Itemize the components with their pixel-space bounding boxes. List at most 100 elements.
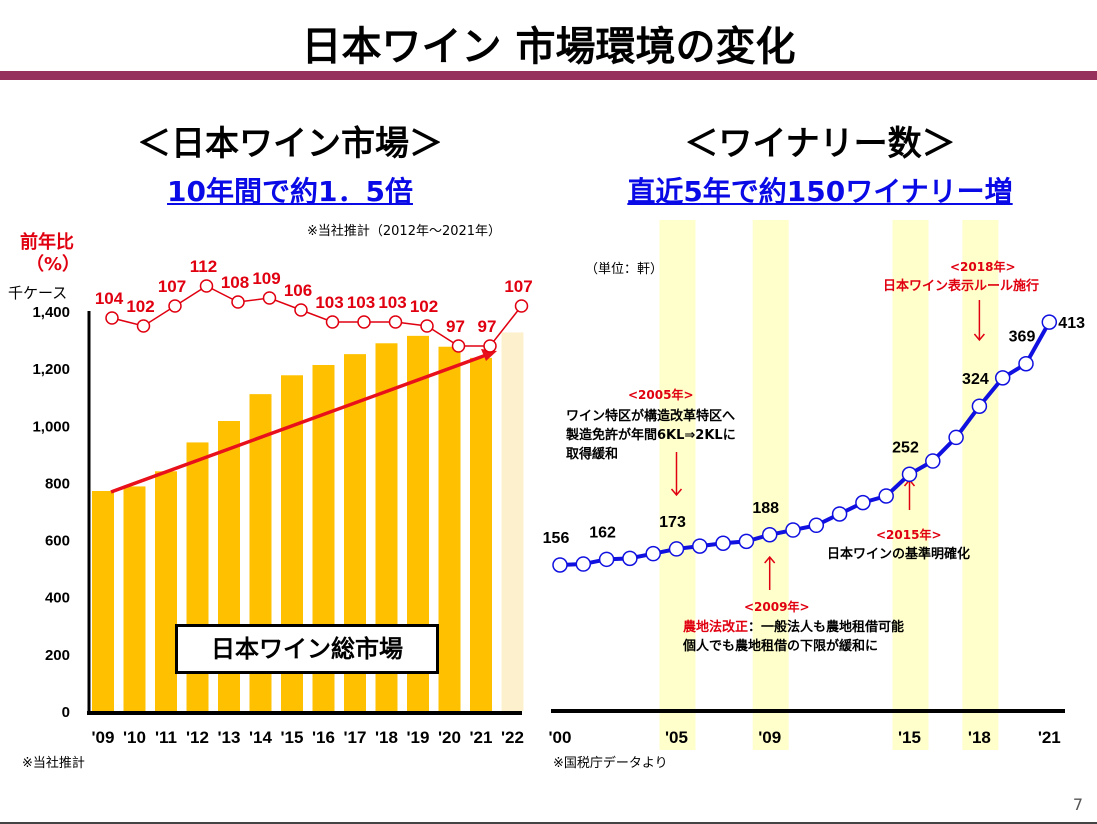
- yoy-data-label: 97: [478, 317, 497, 336]
- yoy-point: [388, 315, 403, 329]
- winery-point: [1041, 314, 1058, 330]
- yoy-data-label: 104: [95, 289, 124, 308]
- x-tick-label: '10: [123, 728, 146, 747]
- winery-point: [808, 517, 825, 534]
- highlight-band: [962, 220, 999, 750]
- market-bar: [123, 486, 146, 711]
- winery-data-label: 188: [752, 500, 779, 517]
- x-tick-label: '15: [898, 728, 921, 747]
- y-tick-label: 0: [62, 704, 70, 721]
- x-tick-label: '09: [758, 728, 781, 747]
- x-tick-label: '05: [665, 728, 688, 747]
- yoy-point: [325, 315, 340, 329]
- annotation-arrow-head: [670, 488, 683, 497]
- winery-point: [948, 429, 964, 446]
- x-tick-label: '09: [92, 728, 115, 747]
- page-number: 7: [1072, 795, 1083, 814]
- left-heading: ＜日本ワイン市場＞: [137, 124, 443, 164]
- winery-data-label: 173: [659, 514, 686, 531]
- annotation-2015-year: <2015年>: [876, 528, 942, 542]
- winery-point: [761, 527, 778, 543]
- page-title: 日本ワイン 市場環境の変化: [301, 24, 796, 70]
- y-tick-label: 1,000: [32, 418, 70, 435]
- yoy-point: [168, 299, 182, 313]
- y-tick-label: 400: [45, 590, 70, 607]
- yoy-point: [262, 291, 277, 305]
- x-tick-label: '11: [155, 728, 177, 747]
- winery-point: [901, 466, 918, 483]
- x-tick-label: '16: [312, 728, 335, 747]
- market-bar: [407, 335, 429, 711]
- x-tick-label: '14: [249, 728, 272, 747]
- yoy-data-label: 108: [221, 273, 249, 292]
- left-unit-label: 千ケース: [8, 284, 68, 302]
- winery-data-label: 413: [1058, 315, 1085, 332]
- x-tick-label: '19: [407, 728, 430, 747]
- winery-point: [622, 550, 638, 567]
- annotation-2005-line1: ワイン特区が構造改革特区へ: [566, 409, 736, 424]
- winery-point: [925, 453, 941, 469]
- yoy-data-label: 103: [347, 293, 375, 312]
- yoy-point: [483, 339, 497, 353]
- highlight-band: [659, 220, 696, 750]
- annotation-2015-line1: 日本ワインの基準明確化: [827, 547, 971, 562]
- yoy-point: [105, 311, 119, 325]
- right-heading: ＜ワイナリー数＞: [684, 124, 956, 164]
- market-bar: [501, 332, 524, 711]
- footer-rule: [0, 822, 1097, 824]
- market-box-label: 日本ワイン総市場: [175, 624, 439, 674]
- annotation-2018-year: <2018年>: [950, 260, 1016, 274]
- annotation-2009-year: <2009年>: [744, 600, 810, 614]
- y-tick-label: 1,400: [32, 304, 70, 321]
- x-tick-label: '13: [218, 728, 241, 747]
- yoy-data-label: 107: [504, 277, 532, 296]
- annotation-arrow-head: [973, 333, 985, 342]
- x-tick-label: '15: [281, 728, 304, 747]
- highlight-band: [752, 220, 789, 750]
- x-tick-label: '17: [344, 728, 367, 747]
- winery-data-label: 324: [962, 371, 989, 388]
- winery-data-label: 156: [543, 530, 570, 547]
- left-subheading: 10年間で約1．5倍: [167, 175, 413, 208]
- winery-point: [855, 494, 871, 511]
- winery-chart: '00 '05 '09 '15 '18 '21 156 162 173 188 252 324 369 4…: [543, 220, 1085, 750]
- market-bar: [438, 346, 461, 711]
- x-tick-label: '12: [186, 728, 209, 747]
- winery-point: [598, 551, 615, 568]
- winery-point: [878, 488, 894, 504]
- x-tick-label: '22: [501, 728, 524, 747]
- x-tick-label: '18: [968, 728, 991, 747]
- annotation-2009-bold: 農地法改正: [683, 620, 749, 635]
- yoy-point: [514, 299, 529, 313]
- annotation-2005-line3: 取得緩和: [566, 447, 619, 462]
- market-bar: [155, 471, 177, 711]
- winery-data-label: 252: [892, 439, 919, 456]
- left-footnote: ※当社推計: [22, 756, 85, 771]
- x-tick-label: '21: [470, 728, 493, 747]
- yoy-point: [357, 315, 371, 329]
- winery-point: [645, 545, 661, 562]
- market-bar: [344, 354, 366, 711]
- trend-arrow: [110, 352, 490, 494]
- yoy-data-label: 102: [410, 297, 438, 316]
- right-unit-label: （単位：軒）: [585, 262, 664, 277]
- yoy-data-label: 112: [190, 257, 217, 276]
- y-tick-label: 200: [45, 647, 70, 664]
- winery-data-label: 369: [1009, 329, 1036, 346]
- right-footnote: ※国税庁データより: [553, 756, 668, 771]
- x-tick-label: '18: [375, 728, 398, 747]
- winery-point: [994, 370, 1011, 386]
- yoy-point: [231, 295, 245, 309]
- yoy-data-label: 106: [284, 281, 312, 300]
- yoy-point: [294, 303, 308, 317]
- market-bar: [470, 357, 492, 711]
- annotation-2005-line2: 製造免許が年間6KL⇒2KLに: [566, 428, 736, 443]
- winery-point: [971, 398, 988, 414]
- yoy-axis-label: 前年比: [20, 232, 74, 253]
- yoy-data-label: 107: [158, 277, 186, 296]
- winery-point: [785, 522, 801, 538]
- yoy-data-label: 102: [126, 297, 154, 316]
- yoy-point: [199, 279, 214, 293]
- y-tick-label: 1,200: [32, 361, 70, 378]
- winery-point: [552, 557, 568, 573]
